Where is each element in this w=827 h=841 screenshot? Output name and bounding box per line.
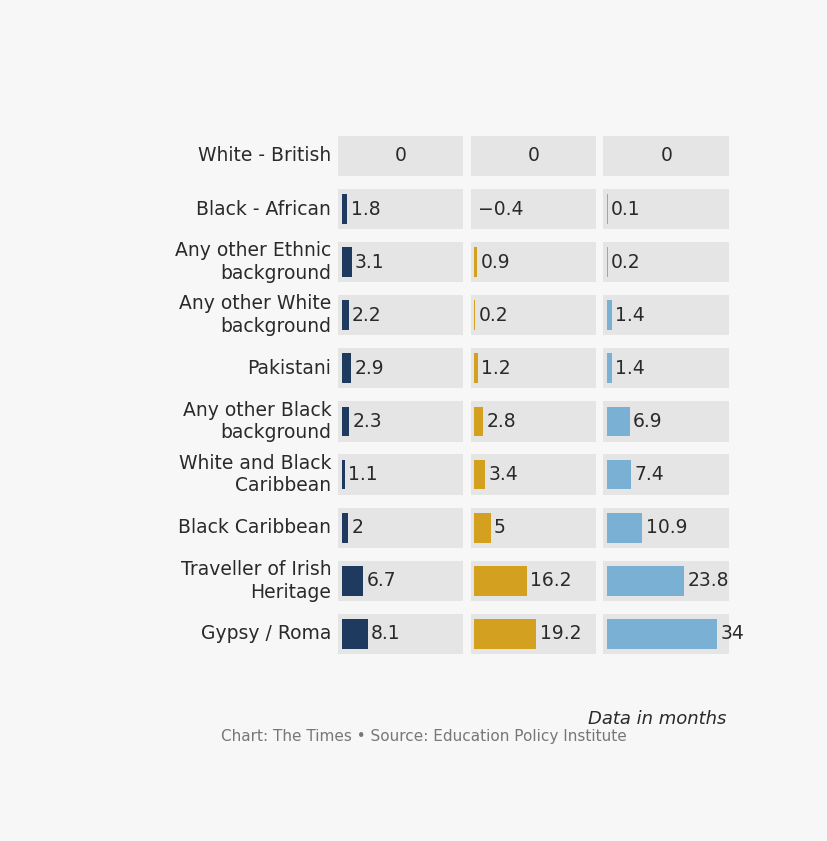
- FancyBboxPatch shape: [337, 348, 463, 389]
- FancyBboxPatch shape: [606, 353, 611, 383]
- Text: 0: 0: [527, 146, 538, 166]
- FancyBboxPatch shape: [342, 566, 363, 595]
- Text: 8.1: 8.1: [370, 624, 400, 643]
- FancyBboxPatch shape: [342, 194, 347, 224]
- Text: 10.9: 10.9: [645, 518, 686, 537]
- FancyBboxPatch shape: [337, 454, 463, 495]
- FancyBboxPatch shape: [474, 247, 476, 277]
- Text: 0.1: 0.1: [610, 199, 639, 219]
- Text: 0.9: 0.9: [480, 252, 509, 272]
- Text: 1.2: 1.2: [481, 359, 510, 378]
- Text: Chart: The Times • Source: Education Policy Institute: Chart: The Times • Source: Education Pol…: [221, 729, 627, 744]
- FancyBboxPatch shape: [337, 189, 463, 229]
- Text: White - British: White - British: [198, 146, 331, 166]
- FancyBboxPatch shape: [474, 513, 490, 542]
- Text: 5: 5: [493, 518, 505, 537]
- Text: 1.1: 1.1: [348, 465, 377, 484]
- Text: Pakistani: Pakistani: [247, 359, 331, 378]
- Text: 16.2: 16.2: [529, 571, 571, 590]
- Text: −0.4: −0.4: [477, 199, 523, 219]
- Text: 2: 2: [351, 518, 363, 537]
- FancyBboxPatch shape: [470, 295, 595, 336]
- FancyBboxPatch shape: [474, 619, 536, 648]
- FancyBboxPatch shape: [603, 242, 729, 283]
- Text: 7.4: 7.4: [633, 465, 663, 484]
- FancyBboxPatch shape: [603, 295, 729, 336]
- FancyBboxPatch shape: [337, 295, 463, 336]
- Text: Any other White
background: Any other White background: [179, 294, 331, 336]
- FancyBboxPatch shape: [342, 460, 345, 489]
- Text: White and Black
Caribbean: White and Black Caribbean: [179, 453, 331, 495]
- FancyBboxPatch shape: [337, 401, 463, 442]
- FancyBboxPatch shape: [474, 353, 478, 383]
- Text: 2.9: 2.9: [354, 359, 383, 378]
- FancyBboxPatch shape: [606, 513, 642, 542]
- FancyBboxPatch shape: [606, 566, 683, 595]
- Text: Traveller of Irish
Heritage: Traveller of Irish Heritage: [180, 560, 331, 601]
- Text: 0.2: 0.2: [478, 306, 507, 325]
- FancyBboxPatch shape: [606, 619, 716, 648]
- Text: 2.8: 2.8: [486, 412, 516, 431]
- Text: 0: 0: [394, 146, 406, 166]
- Text: Black Caribbean: Black Caribbean: [178, 518, 331, 537]
- Text: Black - African: Black - African: [196, 199, 331, 219]
- FancyBboxPatch shape: [606, 406, 629, 436]
- FancyBboxPatch shape: [470, 454, 595, 495]
- Text: 0.2: 0.2: [610, 252, 640, 272]
- FancyBboxPatch shape: [470, 401, 595, 442]
- Text: Any other Black
background: Any other Black background: [182, 400, 331, 442]
- FancyBboxPatch shape: [603, 401, 729, 442]
- Text: Any other Ethnic
background: Any other Ethnic background: [174, 241, 331, 283]
- FancyBboxPatch shape: [470, 189, 595, 229]
- FancyBboxPatch shape: [606, 300, 611, 331]
- Text: 3.4: 3.4: [488, 465, 518, 484]
- FancyBboxPatch shape: [603, 189, 729, 229]
- Text: 23.8: 23.8: [686, 571, 728, 590]
- FancyBboxPatch shape: [603, 614, 729, 654]
- FancyBboxPatch shape: [470, 508, 595, 547]
- FancyBboxPatch shape: [470, 561, 595, 600]
- Text: 2.2: 2.2: [351, 306, 381, 325]
- FancyBboxPatch shape: [603, 136, 729, 176]
- Text: Data in months: Data in months: [587, 710, 725, 727]
- FancyBboxPatch shape: [342, 353, 351, 383]
- FancyBboxPatch shape: [603, 348, 729, 389]
- FancyBboxPatch shape: [342, 247, 351, 277]
- FancyBboxPatch shape: [337, 136, 463, 176]
- Text: 19.2: 19.2: [539, 624, 581, 643]
- FancyBboxPatch shape: [342, 406, 348, 436]
- Text: 1.4: 1.4: [614, 306, 644, 325]
- FancyBboxPatch shape: [603, 508, 729, 547]
- FancyBboxPatch shape: [342, 619, 367, 648]
- Text: 2.3: 2.3: [351, 412, 381, 431]
- FancyBboxPatch shape: [470, 242, 595, 283]
- Text: 6.7: 6.7: [366, 571, 395, 590]
- Text: Gypsy / Roma: Gypsy / Roma: [201, 624, 331, 643]
- FancyBboxPatch shape: [342, 513, 347, 542]
- FancyBboxPatch shape: [342, 300, 348, 331]
- FancyBboxPatch shape: [337, 242, 463, 283]
- Text: 0: 0: [660, 146, 672, 166]
- FancyBboxPatch shape: [470, 614, 595, 654]
- FancyBboxPatch shape: [470, 136, 595, 176]
- Text: 1.8: 1.8: [350, 199, 380, 219]
- FancyBboxPatch shape: [474, 406, 483, 436]
- FancyBboxPatch shape: [603, 454, 729, 495]
- FancyBboxPatch shape: [474, 460, 485, 489]
- FancyBboxPatch shape: [474, 566, 526, 595]
- Text: 3.1: 3.1: [354, 252, 384, 272]
- FancyBboxPatch shape: [337, 508, 463, 547]
- FancyBboxPatch shape: [337, 614, 463, 654]
- FancyBboxPatch shape: [337, 561, 463, 600]
- Text: 34: 34: [719, 624, 743, 643]
- Text: 1.4: 1.4: [614, 359, 644, 378]
- FancyBboxPatch shape: [470, 348, 595, 389]
- Text: 6.9: 6.9: [632, 412, 662, 431]
- FancyBboxPatch shape: [606, 460, 630, 489]
- FancyBboxPatch shape: [603, 561, 729, 600]
